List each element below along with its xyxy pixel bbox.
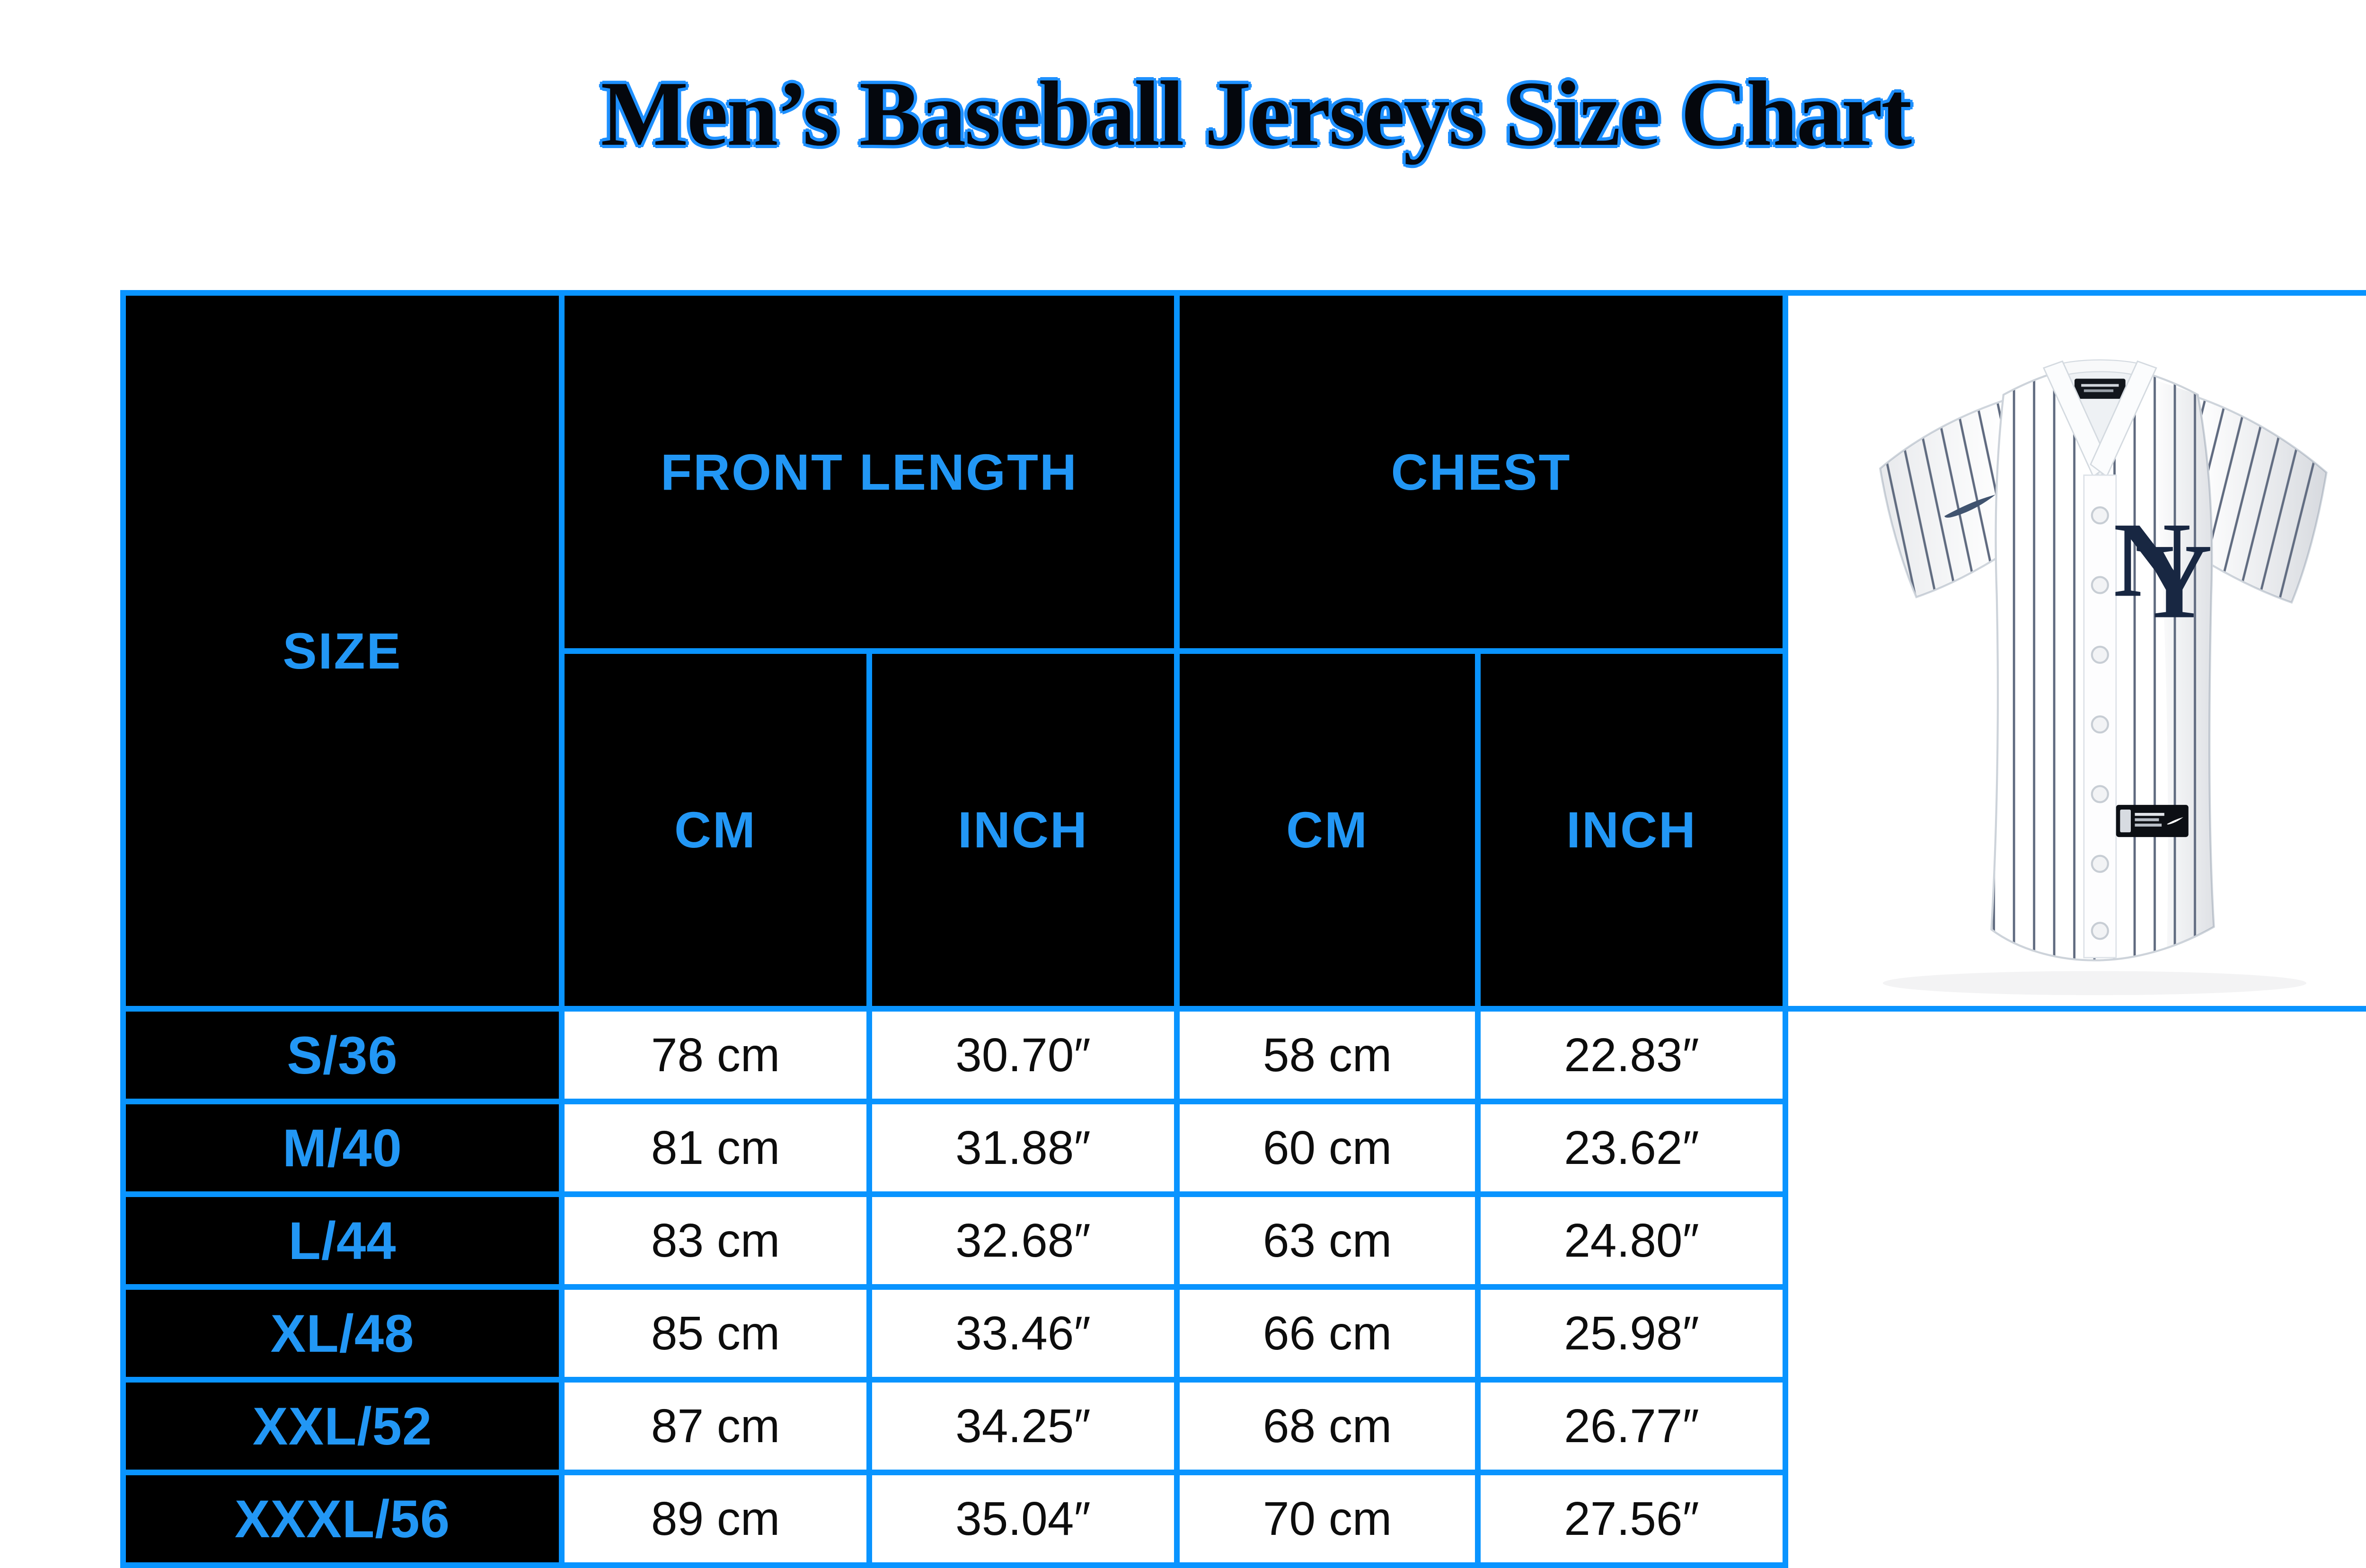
collar-band-right [2090, 360, 2157, 478]
table-row: XXXL/56 89 cm 35.04″ 70 cm 27.56″ [120, 1470, 2366, 1568]
value-cell: 66 cm [1174, 1284, 1481, 1383]
subheader-chest-cm: CM [1174, 648, 1481, 1012]
value-cell: 83 cm [559, 1191, 872, 1290]
column-header-chest: CHEST [1174, 290, 1789, 654]
column-header-size: SIZE [120, 290, 565, 1012]
subheader-front-cm: CM [559, 648, 872, 1012]
value-cell: 87 cm [559, 1377, 872, 1475]
jersey-left-sleeve [1879, 398, 2006, 599]
table-row: M/40 81 cm 31.88″ 60 cm 23.62″ [120, 1099, 2366, 1197]
size-cell: S/36 [120, 1006, 565, 1104]
size-cell: XL/48 [120, 1284, 565, 1383]
jersey-body-shading [2151, 379, 2214, 947]
value-cell: 34.25″ [866, 1377, 1180, 1475]
size-cell: M/40 [120, 1099, 565, 1197]
value-cell: 85 cm [559, 1284, 872, 1383]
table-row: S/36 78 cm 30.70″ 58 cm 22.83″ [120, 1006, 2366, 1104]
value-cell: 24.80″ [1475, 1191, 1789, 1290]
table-row: XXL/52 87 cm 34.25″ 68 cm 26.77″ [120, 1377, 2366, 1475]
size-cell: L/44 [120, 1191, 565, 1290]
value-cell: 31.88″ [866, 1099, 1180, 1197]
jersey-image-panel: N Y [1783, 290, 2366, 1012]
value-cell: 35.04″ [866, 1470, 1180, 1568]
value-cell: 60 cm [1174, 1099, 1481, 1197]
value-cell: 26.77″ [1475, 1377, 1789, 1475]
collar-size-tag [2075, 379, 2126, 399]
value-cell: 25.98″ [1475, 1284, 1789, 1383]
value-cell: 23.62″ [1475, 1099, 1789, 1197]
table-row: XL/48 85 cm 33.46″ 66 cm 25.98″ [120, 1284, 2366, 1383]
header-row-groups: SIZE FRONT LENGTH CHEST [120, 290, 2366, 1012]
subheader-chest-inch: INCH [1475, 648, 1789, 1012]
value-cell: 22.83″ [1475, 1006, 1789, 1104]
size-table-body: S/36 78 cm 30.70″ 58 cm 22.83″ M/40 81 cm 31.88… [120, 1006, 2366, 1568]
value-cell: 78 cm [559, 1006, 872, 1104]
page-title: Men’s Baseball Jerseys Size Chart [600, 62, 1912, 165]
buttons [2091, 506, 2109, 940]
value-cell: 27.56″ [1475, 1470, 1789, 1568]
ny-logo: N Y [2113, 501, 2212, 641]
ny-logo-y: Y [2135, 522, 2212, 641]
jersey-right-sleeve [2197, 396, 2328, 604]
value-cell: 70 cm [1174, 1470, 1481, 1568]
size-chart-table: SIZE FRONT LENGTH CHEST [120, 290, 2366, 1568]
subheader-front-inch: INCH [866, 648, 1180, 1012]
value-cell: 58 cm [1174, 1006, 1481, 1104]
header-row-units: CM INCH CM INCH [123, 648, 2366, 1012]
size-cell: XXL/52 [120, 1377, 565, 1475]
value-cell: 89 cm [559, 1470, 872, 1568]
jersey-image: N Y [1879, 359, 2328, 995]
ny-logo-n: N [2113, 501, 2191, 619]
table-row: L/44 83 cm 32.68″ 63 cm 24.80″ [120, 1191, 2366, 1290]
column-header-front-length: FRONT LENGTH [558, 290, 1180, 654]
value-cell: 81 cm [559, 1099, 872, 1197]
jock-tag [2116, 805, 2189, 837]
size-cell: XXXL/56 [120, 1470, 565, 1568]
jersey-ground-shadow [1882, 971, 2307, 995]
value-cell: 63 cm [1174, 1191, 1481, 1290]
value-cell: 32.68″ [866, 1191, 1180, 1290]
value-cell: 30.70″ [866, 1006, 1180, 1104]
nike-swoosh-icon [1944, 494, 1995, 518]
value-cell: 68 cm [1174, 1377, 1481, 1475]
value-cell: 33.46″ [866, 1284, 1180, 1383]
